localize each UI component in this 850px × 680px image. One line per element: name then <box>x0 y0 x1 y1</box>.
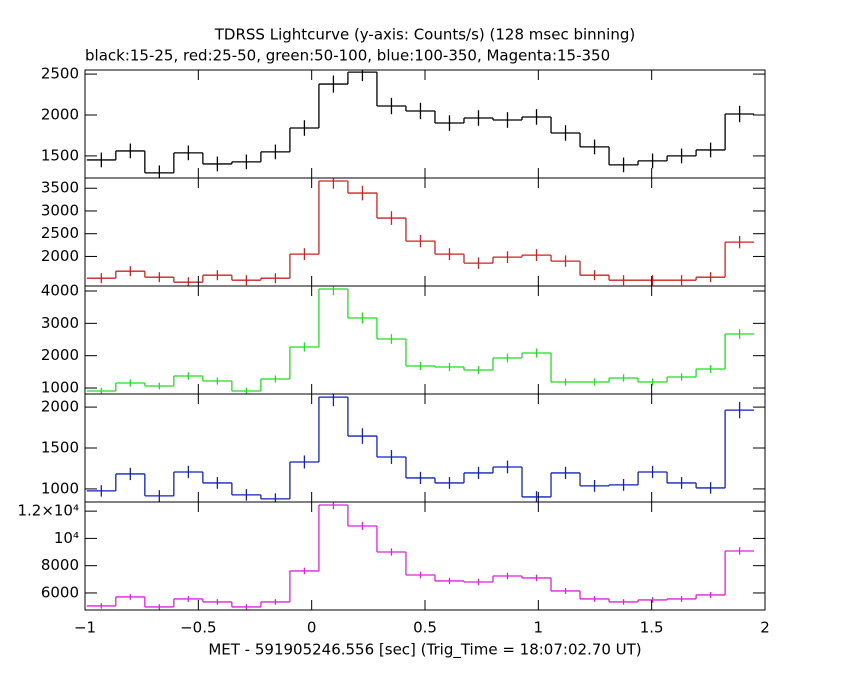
x-tick-label: −1 <box>74 619 96 637</box>
x-tick-label: 0.5 <box>413 619 437 637</box>
y-tick-label: 1500 <box>41 439 79 457</box>
y-tick-label: 3500 <box>41 179 79 197</box>
x-tick-label: 1.5 <box>640 619 664 637</box>
y-tick-label: 1000 <box>41 479 79 497</box>
x-tick-label: 2 <box>760 619 770 637</box>
panel-marks <box>86 394 755 502</box>
panel-frame <box>84 501 766 611</box>
y-tick-label: 4000 <box>41 282 79 300</box>
y-tick-label: 3000 <box>41 201 79 219</box>
y-tick-label: 2500 <box>41 65 79 83</box>
y-tick-label: 10⁴ <box>54 529 79 547</box>
panel-marks <box>86 502 755 610</box>
x-tick-label: 0 <box>307 619 317 637</box>
y-tick-label: 6000 <box>41 583 79 601</box>
y-tick-label: 2000 <box>41 346 79 364</box>
y-tick-label: 2000 <box>41 106 79 124</box>
panel-marks <box>86 286 755 394</box>
x-tick-label: 1 <box>534 619 544 637</box>
y-tick-label: 2000 <box>41 398 79 416</box>
x-axis-label: MET - 591905246.556 [sec] (Trig_Time = 1… <box>208 641 641 660</box>
panel-marks <box>86 70 755 178</box>
chart-subtitle: black:15-25, red:25-50, green:50-100, bl… <box>85 47 610 65</box>
y-tick-label: 8000 <box>41 556 79 574</box>
y-tick-label: 1500 <box>41 146 79 164</box>
y-tick-label: 3000 <box>41 314 79 332</box>
y-tick-label: 1.2×10⁴ <box>17 502 79 520</box>
y-tick-label: 2500 <box>41 224 79 242</box>
x-tick-label: −0.5 <box>180 619 216 637</box>
panel-marks <box>86 178 755 286</box>
y-tick-label: 2000 <box>41 247 79 265</box>
y-tick-label: 1000 <box>41 379 79 397</box>
chart-title: TDRSS Lightcurve (y-axis: Counts/s) (128… <box>214 26 635 44</box>
